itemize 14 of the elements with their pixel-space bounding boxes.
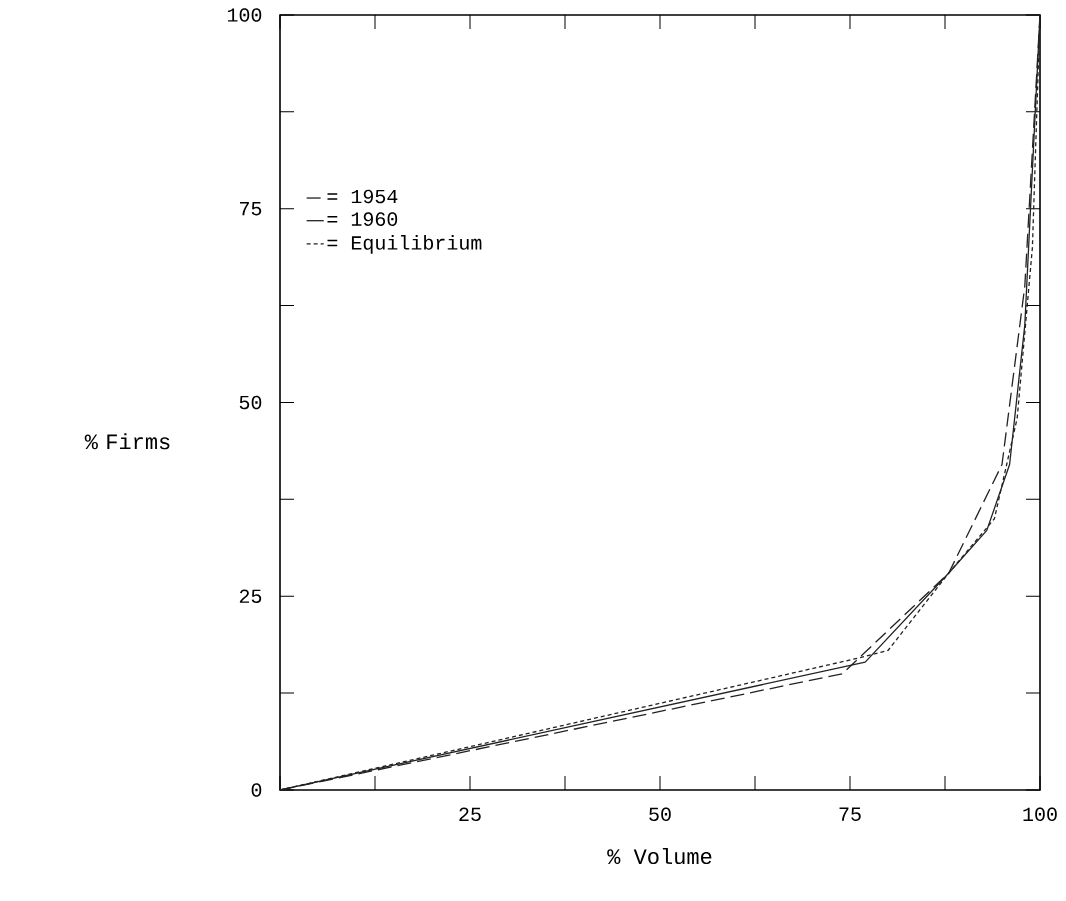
y-tick-label: 75 [240,202,262,216]
x-axis-title: % Volume [607,847,712,865]
x-tick-label: 75 [839,807,861,821]
x-tick-label: 25 [459,807,481,822]
legend-label: = Equilibrium [327,235,482,254]
x-tick-label: 100 [1023,807,1057,822]
y-tick-label: 25 [239,589,262,604]
y-tick-label: 0 [251,783,262,797]
legend-label: = 1954 [327,189,398,204]
legend-label: = 1960 [327,212,398,226]
y-tick-label: 100 [227,8,262,22]
y-axis-title: % Firms [84,433,170,450]
x-tick-label: 50 [649,807,671,822]
y-tick-label: 50 [239,395,262,410]
